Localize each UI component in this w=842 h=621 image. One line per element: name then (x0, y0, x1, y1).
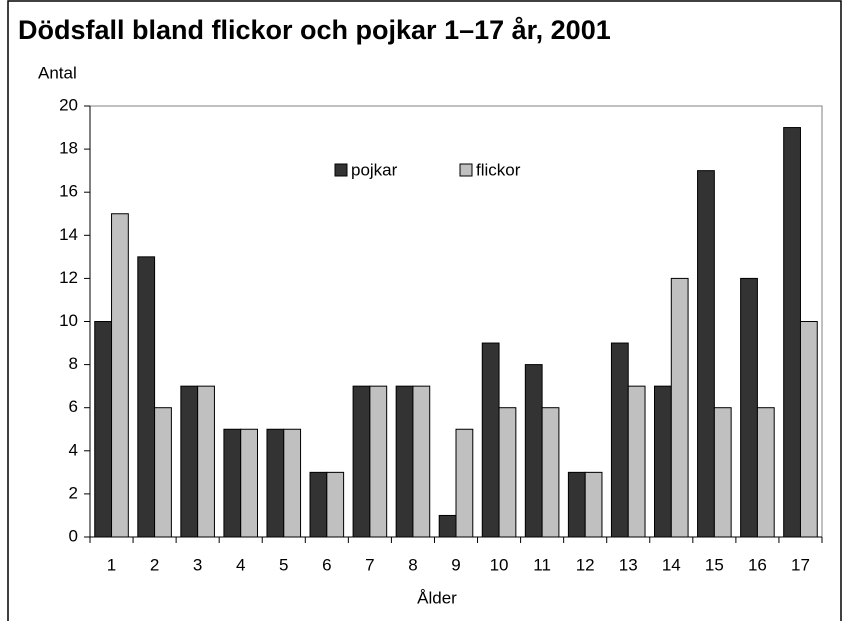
y-tick-label: 16 (59, 182, 78, 201)
x-tick-label: 8 (408, 555, 417, 574)
bar (180, 385, 199, 538)
x-tick-label: 9 (451, 555, 460, 574)
bar (524, 364, 543, 538)
bar (654, 385, 672, 538)
legend-swatch (459, 163, 473, 177)
bar (567, 471, 586, 538)
bar (326, 471, 345, 538)
x-tick-label: 2 (150, 555, 159, 574)
bar (584, 471, 603, 538)
bar (266, 428, 285, 538)
x-tick-label: 15 (705, 555, 724, 574)
x-tick-label: 12 (576, 555, 595, 574)
legend-label: flickor (476, 160, 521, 179)
y-tick-label: 2 (69, 483, 78, 502)
y-tick-label: 0 (69, 526, 78, 545)
bar (627, 385, 646, 538)
x-tick-label: 7 (365, 555, 374, 574)
x-tick-label: 11 (533, 555, 551, 574)
bar (412, 385, 431, 538)
bar (756, 407, 775, 538)
x-tick-label: 1 (107, 555, 116, 574)
bar (395, 385, 414, 538)
bar (799, 321, 818, 538)
x-tick-label: 4 (236, 555, 245, 574)
bar (455, 428, 474, 538)
bar (740, 277, 758, 538)
bar (610, 342, 629, 538)
y-tick-label: 20 (59, 95, 78, 114)
bar (223, 428, 242, 538)
bar (438, 514, 457, 538)
bar (137, 256, 156, 538)
bar (154, 407, 172, 538)
x-tick-label: 16 (748, 555, 767, 574)
bar (697, 170, 715, 538)
legend-label: pojkar (351, 160, 398, 179)
bar (283, 428, 302, 538)
legend-swatch (334, 163, 348, 177)
x-tick-label: 3 (193, 555, 202, 574)
y-tick-label: 12 (59, 268, 78, 287)
bar (197, 385, 215, 538)
x-tick-label: 17 (791, 555, 810, 574)
bar (481, 342, 500, 538)
y-tick-label: 8 (69, 354, 78, 373)
x-tick-label: 10 (490, 555, 509, 574)
bar (713, 407, 732, 538)
bar (111, 213, 129, 538)
bar (240, 428, 258, 538)
x-tick-label: 6 (322, 555, 331, 574)
chart-title: Dödsfall bland flickor och pojkar 1–17 å… (18, 15, 611, 45)
bar (309, 471, 328, 538)
x-axis-label: Ålder (417, 588, 457, 607)
y-tick-label: 10 (59, 311, 78, 330)
bar (498, 407, 517, 538)
bar (369, 385, 388, 538)
bar (352, 385, 371, 538)
bar (670, 277, 689, 538)
x-tick-label: 5 (279, 555, 288, 574)
y-axis-label: Antal (38, 63, 77, 82)
bar (783, 127, 801, 538)
frame (7, 0, 842, 621)
bar (541, 407, 560, 538)
x-tick-label: 13 (619, 555, 638, 574)
y-tick-label: 4 (69, 440, 78, 459)
y-tick-label: 14 (59, 225, 78, 244)
bar (94, 321, 113, 538)
y-tick-label: 18 (59, 139, 78, 158)
y-tick-label: 6 (69, 397, 78, 416)
x-tick-label: 14 (662, 555, 681, 574)
